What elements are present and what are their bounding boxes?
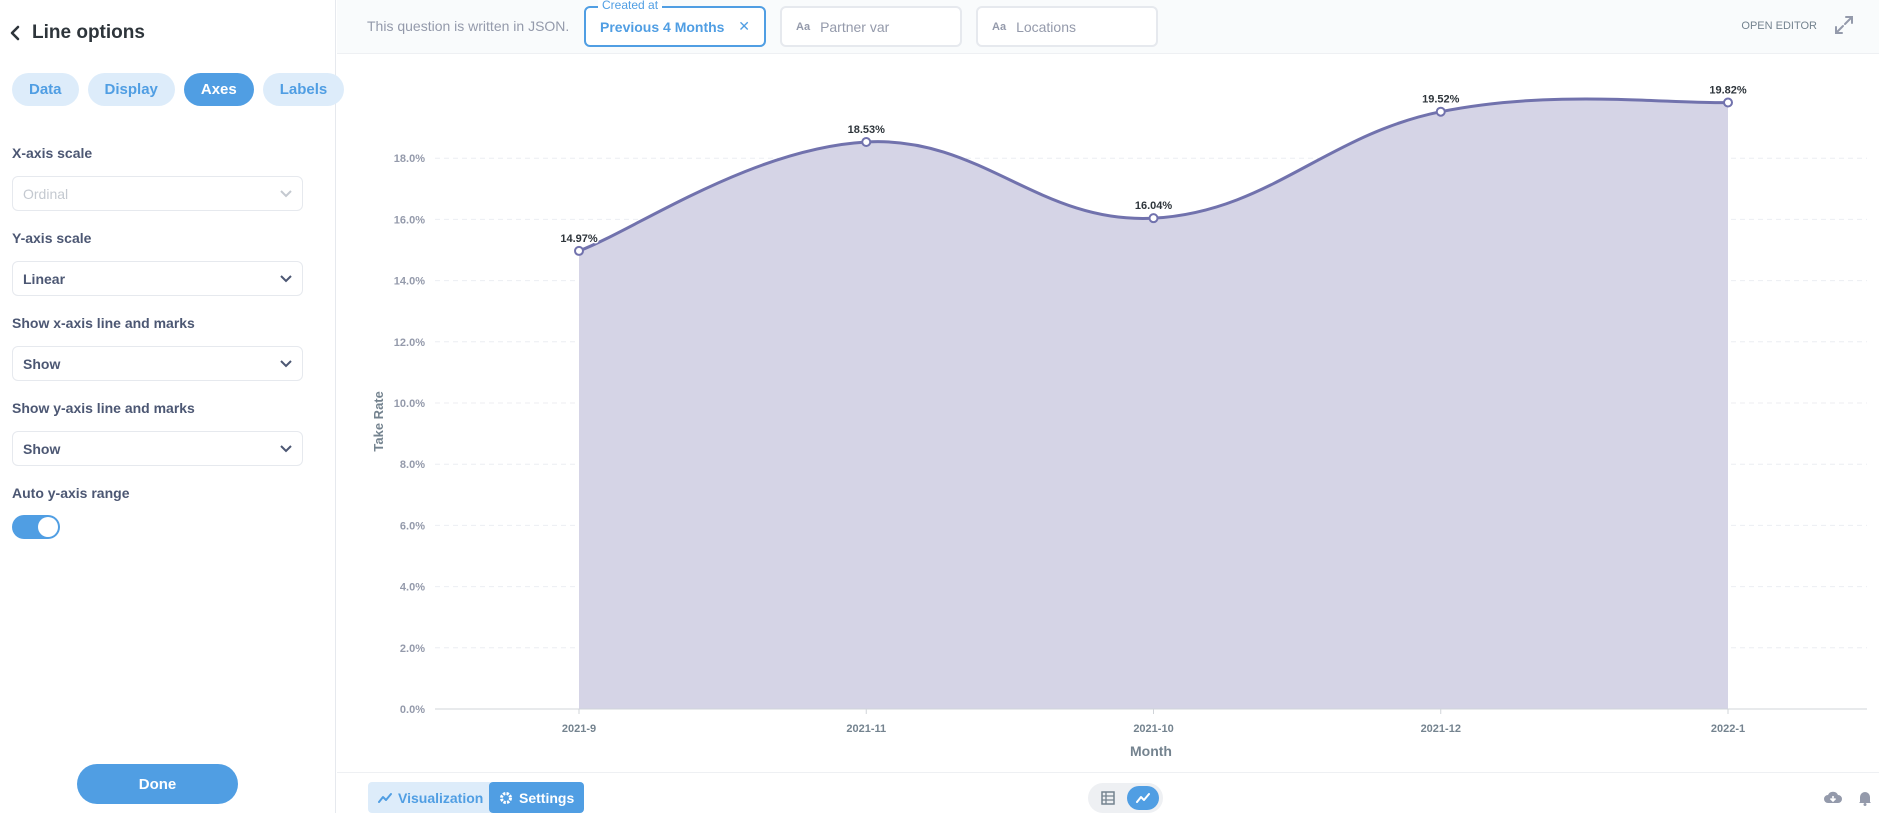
y-axis-line-field: Show y-axis line and marks Show (12, 400, 303, 466)
y-tick-label: 8.0% (400, 459, 425, 471)
data-label: 18.53% (848, 124, 886, 136)
gear-icon (500, 791, 512, 804)
back-button[interactable]: Line options (8, 16, 145, 50)
data-point (1148, 213, 1159, 224)
auto-y-range-toggle[interactable] (12, 515, 60, 539)
partner-var-filter[interactable]: Aa Partner var (780, 6, 962, 47)
filter-bar: This question is written in JSON. Create… (337, 0, 1879, 54)
chart-area: 0.0% 2.0% 4.0% 6.0% 8.0% 10.0% 12.0% 14.0% 16.0%… (337, 55, 1879, 770)
locations-filter[interactable]: Aa Locations (976, 6, 1158, 47)
tab-axes[interactable]: Axes (183, 73, 254, 106)
y-axis-line-select[interactable]: Show (12, 431, 303, 466)
chevron-down-icon (280, 274, 292, 282)
download-icon[interactable] (1823, 790, 1843, 806)
x-axis-line-value: Show (23, 355, 61, 372)
tab-data[interactable]: Data (12, 73, 79, 106)
y-tick-label: 12.0% (394, 337, 425, 349)
close-icon[interactable]: ✕ (738, 18, 750, 34)
visualization-button[interactable]: Visualization (368, 782, 494, 813)
auto-y-range-label: Auto y-axis range (12, 485, 130, 501)
x-tick-label: 2021-12 (1421, 723, 1461, 735)
y-tick-label: 4.0% (400, 582, 425, 594)
sidebar-title: Line options (32, 22, 145, 43)
done-button[interactable]: Done (77, 764, 238, 804)
y-axis-line-value: Show (23, 440, 61, 457)
text-type-icon: Aa (992, 20, 1007, 33)
auto-y-range-field: Auto y-axis range (12, 485, 303, 539)
filter-placeholder: Partner var (820, 18, 890, 35)
table-icon (1101, 791, 1115, 805)
data-point (1723, 97, 1733, 108)
chart-view-button[interactable] (1126, 786, 1159, 810)
x-tick-label: 2021-10 (1133, 723, 1173, 735)
chevron-left-icon (10, 25, 20, 41)
view-toggle (1088, 783, 1163, 813)
visualization-label: Visualization (398, 789, 484, 806)
y-tick-label: 10.0% (394, 398, 425, 410)
y-axis-scale-select[interactable]: Linear (12, 261, 303, 296)
filter-value: Previous 4 Months (600, 18, 725, 35)
open-editor-link[interactable]: OPEN EDITOR (1741, 20, 1817, 32)
y-tick-label: 14.0% (394, 276, 425, 288)
data-point (861, 136, 872, 147)
y-axis-scale-field: Y-axis scale Linear (12, 230, 303, 296)
y-tick-label: 16.0% (394, 214, 425, 226)
x-axis-line-select[interactable]: Show (12, 346, 303, 381)
y-tick-label: 18.0% (394, 153, 425, 165)
y-axis-scale-label: Y-axis scale (12, 230, 92, 246)
x-axis-title: Month (1130, 743, 1172, 759)
area-fill (579, 98, 1728, 710)
filter-legend: Created at (598, 0, 663, 12)
x-axis-line-label: Show x-axis line and marks (12, 315, 195, 331)
y-tick-label: 2.0% (400, 643, 425, 655)
settings-tabs: Data Display Axes Labels (12, 73, 345, 106)
text-type-icon: Aa (796, 20, 811, 33)
chevron-down-icon (280, 444, 292, 452)
y-tick-label: 0.0% (400, 704, 425, 716)
bottom-bar: Visualization Settings (337, 772, 1879, 813)
x-axis-scale-value: Ordinal (23, 185, 69, 202)
settings-label: Settings (519, 789, 575, 806)
data-point (1435, 106, 1446, 117)
tab-labels[interactable]: Labels (262, 73, 345, 106)
line-chart-icon (1135, 793, 1150, 803)
y-axis-scale-value: Linear (23, 270, 66, 287)
x-tick-label: 2022-1 (1711, 723, 1745, 735)
y-tick-label: 6.0% (400, 520, 425, 532)
chevron-down-icon (280, 189, 292, 197)
filter-placeholder: Locations (1016, 18, 1076, 35)
toggle-knob (38, 517, 58, 537)
expand-icon[interactable] (1833, 14, 1855, 36)
x-axis-scale-label: X-axis scale (12, 145, 93, 161)
bell-icon[interactable] (1857, 790, 1873, 806)
table-view-button[interactable] (1092, 786, 1124, 810)
data-point (574, 245, 584, 256)
y-axis-title: Take Rate (371, 391, 386, 451)
settings-button[interactable]: Settings (489, 782, 585, 813)
line-chart-icon (378, 792, 392, 803)
data-label: 16.04% (1135, 200, 1173, 212)
line-chart: 0.0% 2.0% 4.0% 6.0% 8.0% 10.0% 12.0% 14.0% 16.0%… (371, 83, 1867, 759)
chevron-down-icon (280, 359, 292, 367)
x-axis-scale-field: X-axis scale Ordinal (12, 145, 303, 211)
y-axis-line-label: Show y-axis line and marks (12, 400, 195, 416)
x-axis-line-field: Show x-axis line and marks Show (12, 315, 303, 381)
settings-sidebar: Line options Data Display Axes Labels X-… (0, 0, 345, 813)
data-label: 14.97% (560, 233, 598, 245)
x-axis-scale-select: Ordinal (12, 176, 303, 211)
x-tick-label: 2021-11 (846, 723, 886, 735)
x-tick-label: 2021-9 (562, 723, 596, 735)
data-label: 19.52% (1422, 94, 1460, 106)
json-note: This question is written in JSON. (367, 18, 570, 34)
tab-display[interactable]: Display (87, 73, 175, 106)
data-label: 19.82% (1709, 85, 1747, 97)
created-at-filter[interactable]: Created at Previous 4 Months ✕ (584, 0, 766, 47)
